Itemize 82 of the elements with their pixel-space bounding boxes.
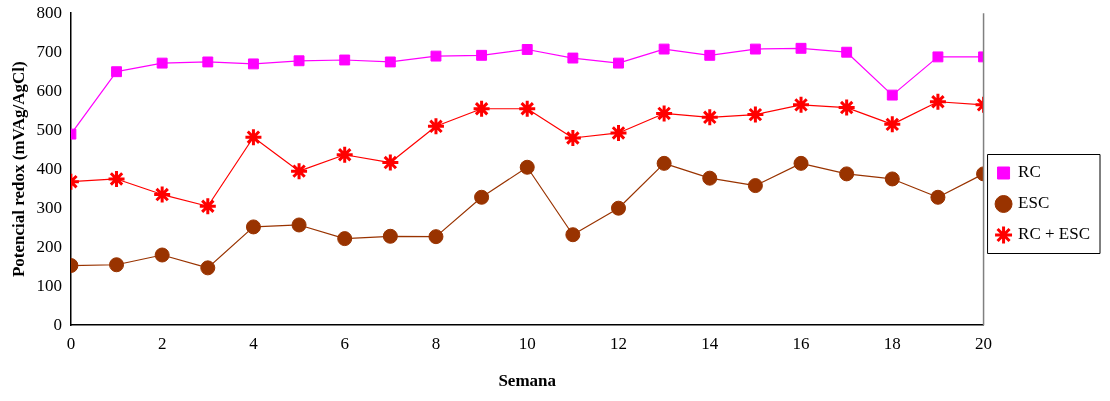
point [474, 189, 490, 205]
point [791, 95, 811, 115]
x-tick-label: 20 [975, 333, 993, 353]
legend-label: ESC [1018, 193, 1050, 213]
point [198, 196, 218, 216]
point [291, 217, 307, 233]
y-tick-label: 700 [36, 41, 62, 61]
point [337, 231, 353, 247]
point [930, 189, 946, 205]
point [430, 50, 442, 62]
legend-label: RC [1018, 162, 1041, 182]
point [109, 257, 125, 273]
point [654, 103, 674, 123]
point [339, 54, 351, 66]
point [245, 219, 261, 235]
point [749, 43, 761, 55]
point [837, 98, 857, 118]
point [884, 171, 900, 187]
point [841, 46, 853, 58]
point [247, 58, 259, 70]
x-tick-label: 10 [518, 333, 536, 353]
point [567, 52, 579, 64]
x-tick-label: 6 [340, 333, 349, 353]
point [156, 57, 168, 69]
point [289, 161, 309, 181]
point [107, 169, 127, 189]
point [521, 44, 533, 55]
point [202, 56, 214, 68]
point [658, 43, 670, 55]
point [702, 170, 718, 186]
point [519, 159, 535, 175]
point [839, 166, 855, 182]
point [793, 155, 809, 171]
x-tick-label: 2 [157, 333, 167, 353]
point [932, 51, 944, 63]
x-tick-label: 0 [66, 333, 76, 353]
point [428, 229, 444, 245]
point [517, 99, 537, 119]
y-axis-title: Potencial redox (mVAg/AgCl) [8, 61, 28, 278]
point [380, 153, 400, 173]
point [472, 99, 492, 119]
y-tick-label: 400 [36, 158, 62, 178]
x-tick-label: 4 [249, 333, 259, 353]
x-tick-label: 14 [701, 333, 719, 353]
point [610, 200, 626, 216]
point [613, 57, 624, 69]
point [335, 145, 355, 165]
y-tick-label: 600 [36, 80, 62, 100]
y-tick-label: 200 [36, 236, 62, 256]
x-axis-title: Semana [498, 371, 557, 391]
point [152, 185, 172, 205]
point [293, 55, 305, 67]
y-tick-label: 300 [36, 197, 62, 217]
y-tick-label: 800 [36, 2, 62, 22]
x-tick-label: 8 [431, 333, 441, 353]
point [704, 49, 716, 61]
y-tick-label: 100 [36, 275, 62, 295]
point [200, 260, 216, 276]
y-tick-label: 0 [53, 314, 62, 334]
x-tick-label: 18 [883, 333, 901, 353]
point [154, 247, 170, 263]
legend-label: RC + ESC [1018, 224, 1091, 244]
y-tick-label: 500 [36, 119, 62, 139]
point [243, 127, 263, 147]
point [608, 123, 628, 143]
point [384, 56, 396, 68]
point [563, 128, 583, 148]
point [886, 89, 898, 101]
point [382, 228, 398, 244]
point [426, 116, 446, 136]
point [700, 107, 720, 127]
x-tick-label: 12 [609, 333, 627, 353]
point [111, 66, 122, 78]
point [745, 105, 765, 125]
point [928, 92, 948, 112]
point [882, 114, 902, 134]
point [565, 227, 581, 243]
point [656, 155, 672, 171]
point [747, 178, 763, 194]
point [795, 42, 807, 54]
x-tick-label: 16 [792, 333, 810, 353]
point [476, 49, 488, 61]
